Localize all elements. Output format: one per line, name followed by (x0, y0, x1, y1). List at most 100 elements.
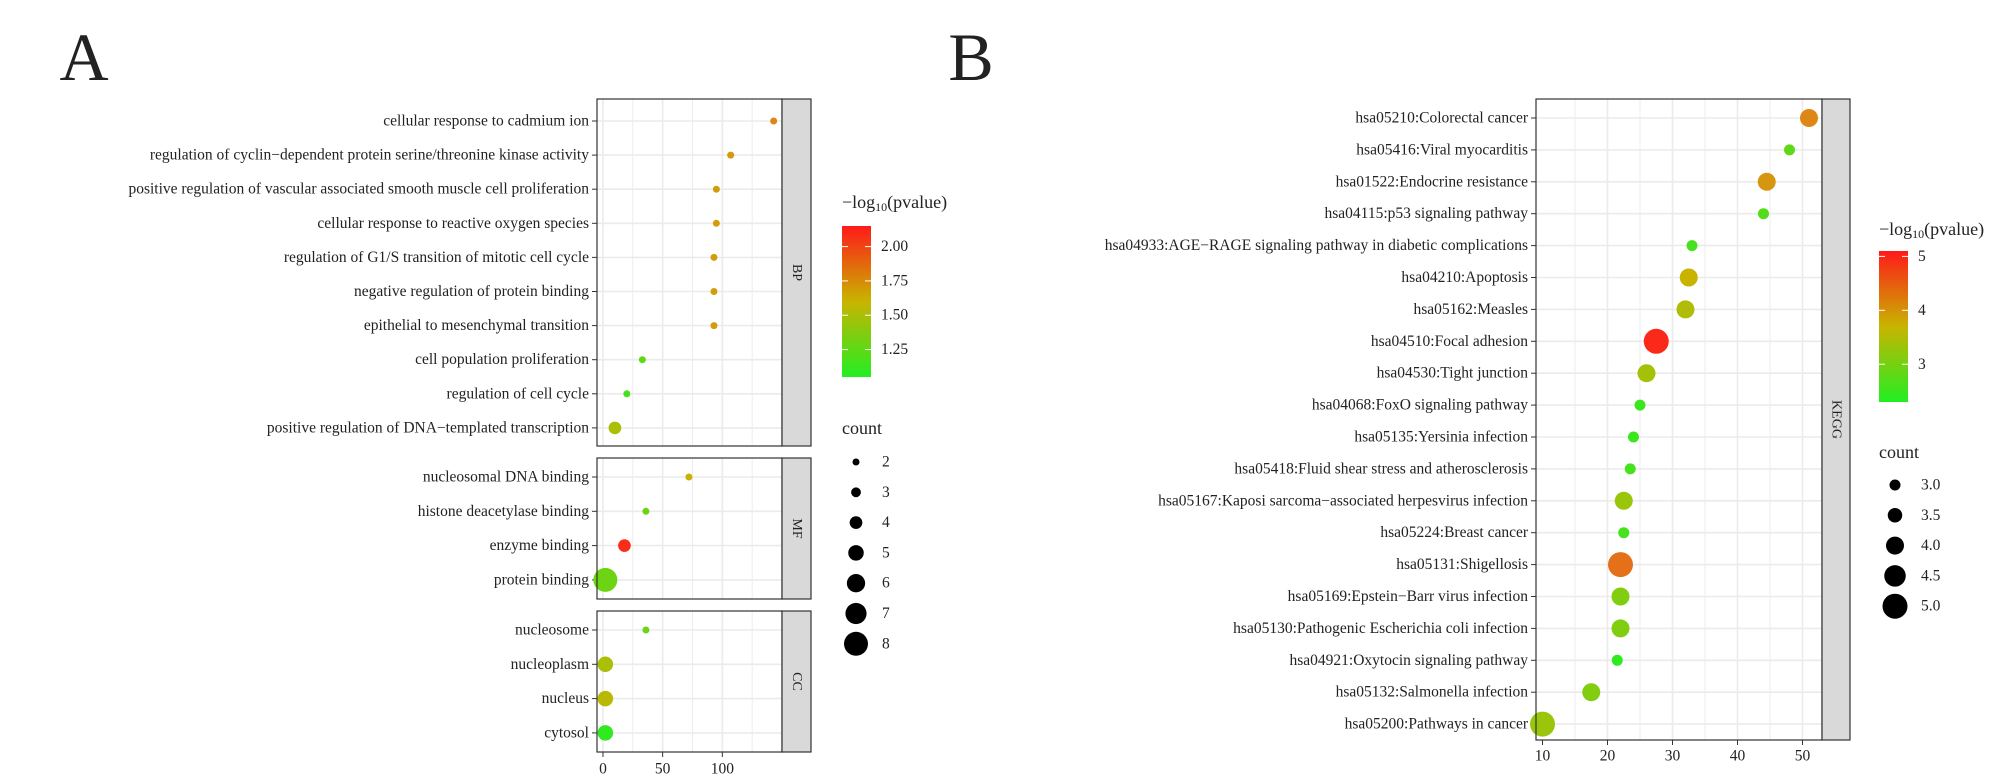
legend-title: −log10(pvalue) (842, 192, 947, 214)
legend-title-prefix: −log (1879, 219, 1912, 239)
data-point (1784, 144, 1795, 156)
data-point (710, 253, 718, 261)
size-legend-dot (848, 545, 864, 561)
data-point (1800, 109, 1818, 127)
colorbar-tick-label: 5 (1918, 248, 1926, 265)
x-tick-label: 100 (711, 761, 735, 774)
plot-background (597, 458, 782, 599)
data-point (727, 151, 735, 159)
size-legend-title: count (1879, 442, 1919, 462)
data-point (597, 725, 614, 741)
plot-background (1536, 99, 1822, 740)
term-label: positive regulation of vascular associat… (128, 181, 589, 198)
plot-background (597, 99, 782, 446)
size-legend-dot (852, 458, 860, 466)
term-label: nucleosomal DNA binding (423, 469, 589, 486)
color-legend: −log10(pvalue) 2.00 1.75 1.50 1.25 (842, 192, 947, 377)
size-legend-label: 3.0 (1921, 477, 1941, 494)
term-label: hsa04068:FoxO signaling pathway (1312, 397, 1528, 414)
size-legend-label: 3 (882, 484, 890, 501)
colorbar (1879, 251, 1908, 402)
facet-mf: nucleosomal DNA binding histone deacetyla… (418, 457, 812, 600)
legend-title-suffix: (pvalue) (887, 192, 947, 213)
colorbar-tick-label: 4 (1918, 302, 1926, 319)
data-point (712, 185, 720, 193)
data-point (712, 219, 720, 227)
data-point (1530, 711, 1555, 737)
term-label: cytosol (544, 724, 589, 741)
term-label: epithelial to mesenchymal transition (364, 317, 589, 334)
size-legend-label: 5.0 (1921, 598, 1941, 615)
facet-strip (781, 98, 812, 447)
size-legend-label: 4.5 (1921, 567, 1941, 584)
term-label: hsa01522:Endocrine resistance (1336, 173, 1529, 190)
facet-strip (781, 610, 812, 753)
data-point (1758, 208, 1769, 220)
term-label: hsa05210:Colorectal cancer (1355, 110, 1528, 127)
data-point (710, 322, 718, 330)
data-point (597, 656, 614, 673)
facet-strip (1821, 98, 1851, 741)
data-point (710, 288, 718, 295)
size-legend-label: 5 (882, 544, 890, 561)
panel-a-label: A (59, 19, 108, 95)
term-label: hsa04210:Apoptosis (1401, 269, 1528, 286)
term-label: hsa05132:Salmonella infection (1336, 684, 1529, 701)
size-legend-label: 4 (882, 514, 890, 531)
legend-title-subscript: 10 (1912, 227, 1924, 241)
colorbar-tick-label: 2.00 (881, 238, 908, 255)
facet-strip-label: BP (789, 264, 804, 281)
term-label: positive regulation of DNA−templated tra… (267, 419, 589, 436)
term-label: hsa05200:Pathways in cancer (1345, 716, 1529, 733)
legend-title-suffix: (pvalue) (1924, 219, 1984, 240)
data-point (608, 421, 622, 435)
data-point (1679, 268, 1698, 287)
data-point (770, 117, 778, 125)
term-label: hsa04115:p53 signaling pathway (1325, 205, 1529, 222)
term-label: histone deacetylase binding (418, 503, 590, 520)
term-label: hsa05169:Epstein−Barr virus infection (1288, 588, 1529, 605)
term-label: hsa04921:Oxytocin signaling pathway (1290, 652, 1529, 669)
data-point (1757, 172, 1776, 191)
legend-title-subscript: 10 (875, 200, 887, 214)
term-label: cellular response to reactive oxygen spe… (317, 215, 589, 232)
data-point (1624, 463, 1636, 475)
facet-strip-label: KEGG (1829, 400, 1844, 439)
data-point (597, 690, 614, 707)
term-label: hsa05167:Kaposi sarcoma−associated herpe… (1158, 492, 1528, 509)
term-label: hsa05418:Fluid shear stress and atherosc… (1234, 460, 1528, 477)
size-legend-label: 2 (882, 454, 890, 471)
data-point (1618, 527, 1630, 539)
plot-background (597, 611, 782, 752)
data-point (1611, 619, 1630, 638)
data-point (1637, 364, 1656, 383)
term-label: hsa05162:Measles (1413, 301, 1528, 318)
size-legend-dot (1889, 479, 1901, 491)
data-point (642, 507, 650, 515)
size-legend-label: 8 (882, 635, 890, 652)
size-legend-dot (844, 631, 868, 656)
colorbar-tick-label: 3 (1918, 356, 1926, 373)
data-point (1611, 587, 1630, 606)
x-tick-label: 50 (655, 761, 671, 774)
data-point (685, 473, 693, 481)
data-point (593, 567, 618, 592)
colorbar-tick-label: 1.75 (881, 272, 908, 289)
size-legend-title: count (842, 418, 882, 438)
size-legend-label: 4.0 (1921, 537, 1941, 554)
x-tick-label: 50 (1795, 748, 1811, 765)
term-label: negative regulation of protein binding (354, 283, 589, 300)
term-label: regulation of cyclin−dependent protein s… (150, 147, 589, 164)
colorbar (842, 226, 871, 377)
data-point (1582, 683, 1601, 702)
term-label: hsa05131:Shigellosis (1396, 556, 1528, 573)
facet-cc: nucleosome nucleoplasm nucleus cytosol CC (511, 610, 812, 753)
data-point (1628, 431, 1639, 443)
data-point (1611, 654, 1623, 666)
legend-title-prefix: −log (842, 192, 875, 212)
size-legend-dot (849, 516, 863, 529)
